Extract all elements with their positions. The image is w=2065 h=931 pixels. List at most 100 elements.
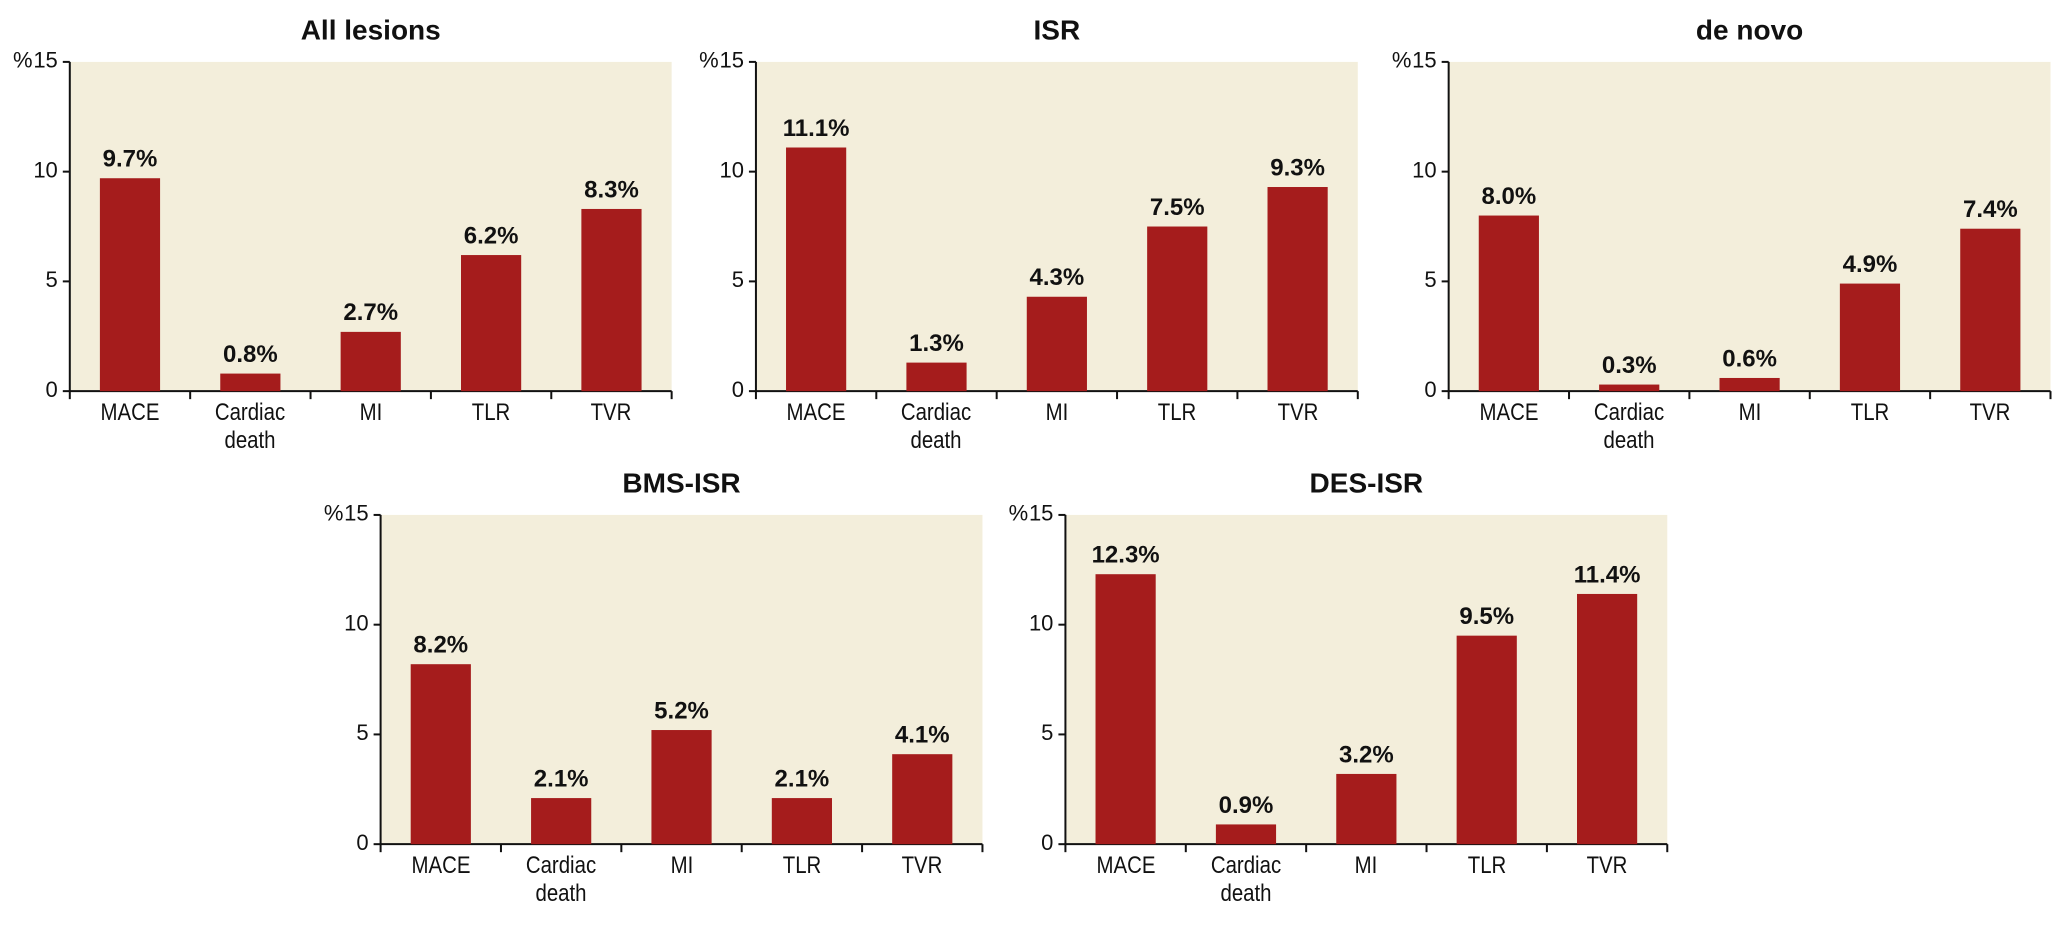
y-tick-label: 10: [1029, 610, 1053, 635]
bar: [651, 730, 712, 845]
value-label: 8.3%: [584, 176, 639, 203]
x-tick-label: MACE: [1479, 399, 1539, 427]
x-tick-label: TLR: [1850, 399, 1890, 427]
chart-title: ISR: [1034, 14, 1081, 45]
x-tick-label: TLR: [471, 399, 511, 427]
x-tick-label: MI: [1355, 852, 1378, 880]
chart-title: BMS-ISR: [622, 467, 740, 498]
bar: [771, 798, 832, 845]
x-tick-label: TLR: [1467, 852, 1506, 880]
x-tick-label: TVR: [901, 852, 943, 880]
bar: [1336, 773, 1397, 845]
value-label: 1.3%: [909, 330, 964, 357]
y-tick-label: 15: [719, 48, 743, 73]
y-tick-label: 5: [46, 267, 58, 292]
plot-background: [1448, 61, 2051, 392]
x-tick-label: MI: [1738, 399, 1761, 427]
value-label: 11.4%: [1574, 561, 1641, 588]
bar: [786, 147, 847, 392]
value-label: 8.2%: [413, 632, 468, 659]
x-tick-label: TVR: [1586, 852, 1628, 880]
y-tick-label: 10: [719, 157, 743, 182]
y-tick-label: 0: [46, 377, 58, 402]
bar: [906, 362, 967, 392]
y-tick-label: 5: [356, 720, 368, 745]
value-label: 5.2%: [654, 697, 709, 724]
y-tick-label: 0: [1424, 377, 1436, 402]
y-tick-label: 5: [1424, 267, 1436, 292]
bar: [1576, 593, 1638, 845]
value-label: 4.9%: [1843, 251, 1898, 278]
y-tick-label: 5: [732, 267, 744, 292]
value-label: 0.3%: [1602, 352, 1657, 379]
y-tick-label: 0: [732, 377, 744, 402]
bar: [581, 208, 642, 392]
bar: [1960, 228, 2021, 392]
value-label: 9.5%: [1459, 603, 1514, 630]
bar: [1478, 215, 1539, 392]
bar: [1456, 635, 1517, 845]
value-label: 9.7%: [103, 146, 158, 173]
value-label: 12.3%: [1092, 542, 1160, 569]
x-tick-label: TVR: [591, 399, 632, 427]
x-tick-label: Cardiac death: [526, 852, 597, 908]
y-tick-label: 0: [1041, 830, 1053, 855]
value-label: 4.3%: [1030, 264, 1085, 291]
x-tick-label: TLR: [782, 852, 822, 880]
value-label: 9.3%: [1270, 154, 1325, 181]
bar: [410, 664, 471, 845]
bar: [531, 798, 592, 845]
value-label: 0.6%: [1722, 345, 1777, 372]
x-tick-label: Cardiac death: [901, 399, 972, 455]
y-axis-label: %: [1009, 501, 1029, 526]
x-tick-label: Cardiac death: [1594, 399, 1665, 455]
x-tick-label: MI: [670, 852, 693, 880]
chart-title: de novo: [1696, 14, 1803, 45]
chart-title: DES-ISR: [1310, 467, 1424, 498]
value-label: 2.1%: [775, 765, 830, 792]
value-label: 6.2%: [464, 222, 519, 249]
value-label: 2.7%: [343, 299, 398, 326]
bar: [1095, 574, 1156, 845]
bar: [892, 754, 953, 845]
x-tick-label: MACE: [786, 399, 846, 427]
x-tick-label: MACE: [1096, 852, 1156, 880]
bar: [1215, 824, 1277, 845]
y-tick-label: 15: [33, 48, 57, 73]
x-tick-label: MACE: [100, 399, 160, 427]
value-label: 7.5%: [1150, 194, 1205, 221]
y-axis-label: %: [13, 48, 33, 73]
bar: [1599, 384, 1660, 392]
x-tick-label: MI: [1045, 399, 1069, 427]
y-tick-label: 10: [1412, 157, 1436, 182]
bar: [461, 255, 522, 392]
bar: [1026, 296, 1087, 392]
y-axis-label: %: [324, 501, 344, 526]
y-tick-label: 5: [1041, 720, 1053, 745]
y-tick-label: 10: [33, 157, 57, 182]
bar: [1267, 187, 1328, 392]
bar: [1719, 377, 1780, 392]
value-label: 0.9%: [1219, 792, 1274, 819]
value-label: 4.1%: [895, 722, 950, 749]
value-label: 11.1%: [783, 115, 850, 142]
value-label: 7.4%: [1963, 196, 2018, 223]
bar: [1147, 226, 1208, 392]
chart-title: All lesions: [301, 14, 441, 45]
x-tick-label: MI: [359, 399, 383, 427]
y-tick-label: 15: [1029, 501, 1053, 526]
bar: [99, 178, 161, 392]
x-tick-label: TVR: [1969, 399, 2011, 427]
y-axis-label: %: [1392, 48, 1412, 73]
x-tick-label: Cardiac death: [215, 399, 286, 455]
y-tick-label: 15: [344, 501, 368, 526]
bar: [1839, 283, 1901, 392]
value-label: 8.0%: [1481, 183, 1536, 210]
y-tick-label: 15: [1412, 48, 1436, 73]
value-label: 0.8%: [223, 341, 278, 368]
bar: [340, 331, 401, 392]
x-tick-label: MACE: [411, 852, 471, 880]
x-tick-label: TLR: [1157, 399, 1197, 427]
y-tick-label: 0: [356, 830, 368, 855]
